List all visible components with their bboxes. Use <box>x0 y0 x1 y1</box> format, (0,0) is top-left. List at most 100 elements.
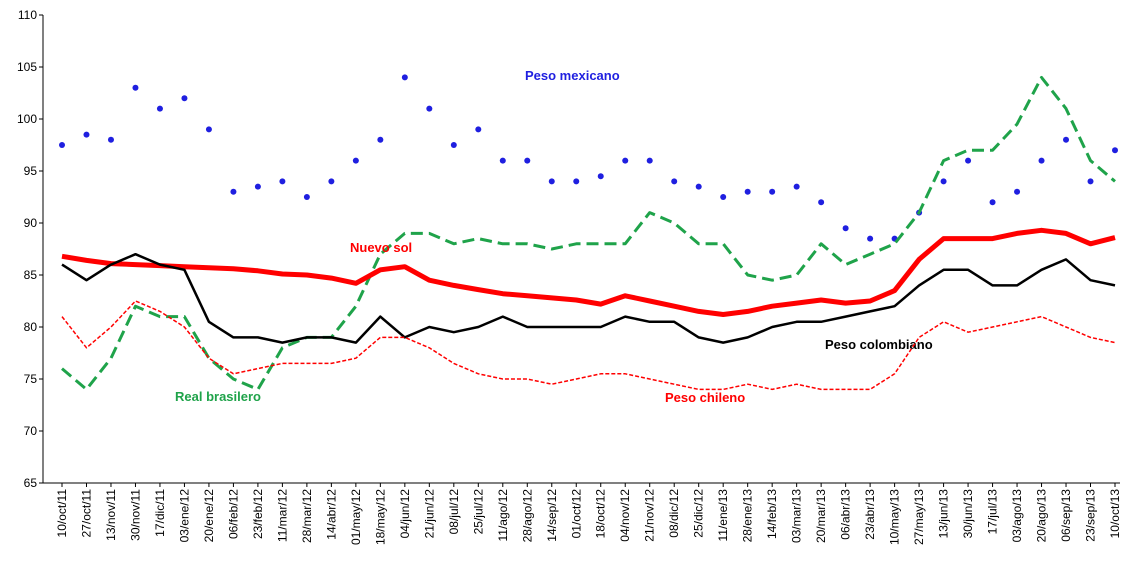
x-tick-label: 23/abr/13 <box>863 489 877 540</box>
x-tick-label: 21/nov/12 <box>643 489 657 542</box>
data-point <box>695 183 702 190</box>
y-tick-label: 100 <box>17 112 37 126</box>
y-tick-label: 80 <box>24 320 38 334</box>
x-tick-label: 28/ene/13 <box>741 489 755 543</box>
data-point <box>107 136 114 143</box>
data-point <box>622 157 629 164</box>
x-tick-label: 14/abr/12 <box>324 489 338 540</box>
x-tick-label: 01/may/12 <box>349 489 363 545</box>
data-point <box>59 142 65 148</box>
x-tick-label: 23/feb/12 <box>251 489 265 539</box>
x-tick-label: 20/ago/13 <box>1035 489 1049 543</box>
data-point <box>720 194 727 200</box>
data-point <box>867 235 874 242</box>
x-tick-label: 06/feb/12 <box>226 489 240 539</box>
x-tick-label: 10/oct/13 <box>1108 489 1121 539</box>
y-tick-label: 70 <box>24 424 38 438</box>
y-tick-label: 65 <box>24 476 38 490</box>
data-point <box>205 126 212 133</box>
x-tick-label: 08/jul/12 <box>447 489 461 535</box>
x-tick-label: 30/nov/11 <box>128 489 142 541</box>
x-tick-label: 14/sep/12 <box>545 489 559 542</box>
y-tick-label: 90 <box>24 216 38 230</box>
data-point <box>156 105 163 112</box>
x-tick-label: 13/jun/13 <box>937 489 951 539</box>
x-tick-label: 17/dic/11 <box>153 489 167 537</box>
data-point <box>254 183 261 190</box>
x-tick-label: 18/may/12 <box>373 489 387 545</box>
x-tick-label: 03/ene/12 <box>177 489 191 543</box>
data-point <box>573 178 580 185</box>
x-tick-label: 11/mar/12 <box>275 489 289 542</box>
data-point <box>744 188 751 195</box>
data-point <box>1087 178 1094 185</box>
series-label: Real brasilero <box>175 389 261 404</box>
data-point <box>524 157 531 164</box>
series-label: Peso chileno <box>665 390 745 405</box>
data-point <box>230 188 237 195</box>
data-point <box>1038 157 1045 164</box>
x-tick-label: 03/mar/13 <box>790 489 804 543</box>
x-tick-label: 01/oct/12 <box>569 489 583 539</box>
data-point <box>842 225 849 232</box>
series-label: Nuevo sol <box>350 240 412 255</box>
x-tick-label: 18/oct/12 <box>594 489 608 539</box>
data-point <box>181 95 188 102</box>
x-tick-label: 08/dic/12 <box>667 489 681 538</box>
data-point <box>597 173 604 180</box>
data-point <box>646 157 653 164</box>
data-point <box>401 74 408 81</box>
data-point <box>548 178 555 185</box>
series-line <box>61 300 1116 391</box>
x-tick-label: 04/nov/12 <box>618 489 632 542</box>
x-tick-label: 10/oct/11 <box>55 489 69 538</box>
y-tick-label: 110 <box>18 8 37 22</box>
series-line <box>61 227 1116 317</box>
x-tick-label: 11/ago/12 <box>496 489 510 542</box>
data-point <box>793 183 800 190</box>
x-tick-label: 21/jun/12 <box>422 489 436 539</box>
series-label: Peso mexicano <box>525 68 620 83</box>
data-point <box>1063 136 1070 143</box>
data-point <box>475 126 482 133</box>
data-point <box>1112 147 1118 154</box>
x-tick-label: 04/jun/12 <box>398 489 412 539</box>
x-tick-label: 25/dic/12 <box>692 489 706 538</box>
x-tick-label: 27/may/13 <box>912 489 926 545</box>
data-point <box>769 188 776 195</box>
y-tick-label: 95 <box>24 164 38 178</box>
data-point <box>671 178 678 185</box>
x-tick-label: 30/jun/13 <box>961 489 975 539</box>
series-line <box>61 75 1116 391</box>
x-tick-label: 06/sep/13 <box>1059 489 1073 542</box>
data-point <box>83 131 90 138</box>
x-tick-label: 28/ago/12 <box>520 489 534 543</box>
x-tick-label: 06/abr/13 <box>839 489 853 540</box>
x-tick-label: 13/nov/11 <box>104 489 118 541</box>
data-point <box>132 84 139 91</box>
series-label: Peso colombiano <box>825 337 933 352</box>
data-point <box>279 178 286 185</box>
data-point <box>965 157 972 164</box>
x-tick-label: 17/jul/13 <box>986 489 1000 535</box>
data-point <box>328 178 335 185</box>
y-tick-label: 85 <box>24 268 38 282</box>
data-point <box>989 199 996 206</box>
data-point <box>818 199 825 206</box>
series-line <box>61 252 1116 344</box>
data-point <box>303 194 310 200</box>
data-point <box>352 157 359 164</box>
data-point <box>377 136 384 143</box>
x-tick-label: 11/ene/13 <box>716 489 730 542</box>
x-tick-label: 28/mar/12 <box>300 489 314 543</box>
x-tick-label: 27/oct/11 <box>79 489 93 538</box>
data-point <box>1014 188 1021 195</box>
y-tick-label: 105 <box>17 60 37 74</box>
x-tick-label: 20/ene/12 <box>202 489 216 543</box>
data-point <box>426 105 433 112</box>
x-tick-label: 14/feb/13 <box>765 489 779 539</box>
data-point <box>499 157 506 164</box>
y-tick-label: 75 <box>24 372 38 386</box>
x-tick-label: 10/may/13 <box>888 489 902 545</box>
